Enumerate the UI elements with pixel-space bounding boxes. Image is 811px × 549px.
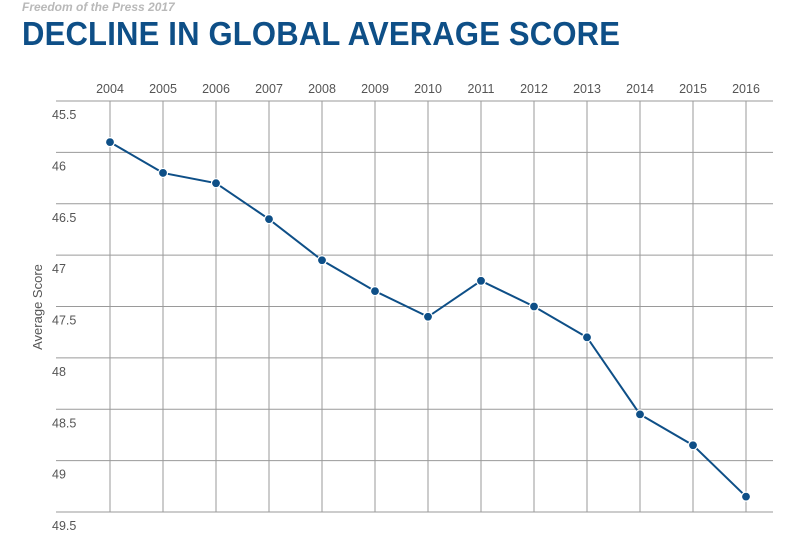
x-axis-ticks: 2004 2005 2006 2007 2008 2009 2010 2011 2012 2013… — [96, 82, 760, 96]
y-tick-label: 49.5 — [52, 519, 76, 533]
data-point — [475, 275, 487, 286]
x-tick-label: 2004 — [96, 82, 124, 96]
y-axis-ticks: 45.5 46 46.5 47 47.5 48 48.5 49 49.5 — [52, 108, 76, 533]
x-tick-label: 2016 — [732, 82, 760, 96]
data-point — [316, 255, 328, 266]
y-tick-label: 45.5 — [52, 108, 76, 122]
series-average-score — [104, 137, 752, 502]
x-tick-label: 2010 — [414, 82, 442, 96]
x-tick-label: 2006 — [202, 82, 230, 96]
report-kicker: Freedom of the Press 2017 — [22, 0, 175, 14]
x-tick-label: 2007 — [255, 82, 283, 96]
y-tick-label: 48.5 — [52, 416, 76, 430]
data-point — [581, 332, 593, 343]
x-tick-label: 2009 — [361, 82, 389, 96]
x-tick-label: 2014 — [626, 82, 654, 96]
y-axis-label: Average Score — [30, 264, 45, 350]
grid-lines — [56, 100, 773, 513]
data-point — [210, 178, 222, 189]
y-tick-label: 47 — [52, 262, 66, 276]
data-point — [369, 285, 381, 297]
data-point — [263, 214, 275, 225]
x-tick-label: 2013 — [573, 82, 601, 96]
x-tick-label: 2008 — [308, 82, 336, 96]
data-point — [740, 491, 752, 502]
x-tick-label: 2011 — [468, 82, 495, 96]
chart-title: DECLINE IN GLOBAL AVERAGE SCORE — [22, 15, 621, 52]
x-tick-label: 2005 — [149, 82, 177, 96]
y-tick-label: 49 — [52, 468, 66, 482]
y-tick-label: 46 — [52, 159, 66, 173]
data-point — [422, 311, 434, 322]
data-point — [104, 137, 116, 148]
x-tick-label: 2015 — [679, 82, 707, 96]
y-tick-label: 46.5 — [52, 211, 76, 225]
data-point — [634, 409, 646, 420]
data-point — [157, 167, 169, 179]
y-tick-label: 48 — [52, 365, 66, 379]
data-point — [687, 440, 699, 451]
data-point — [528, 301, 540, 312]
x-tick-label: 2012 — [520, 82, 548, 96]
y-tick-label: 47.5 — [52, 314, 76, 328]
